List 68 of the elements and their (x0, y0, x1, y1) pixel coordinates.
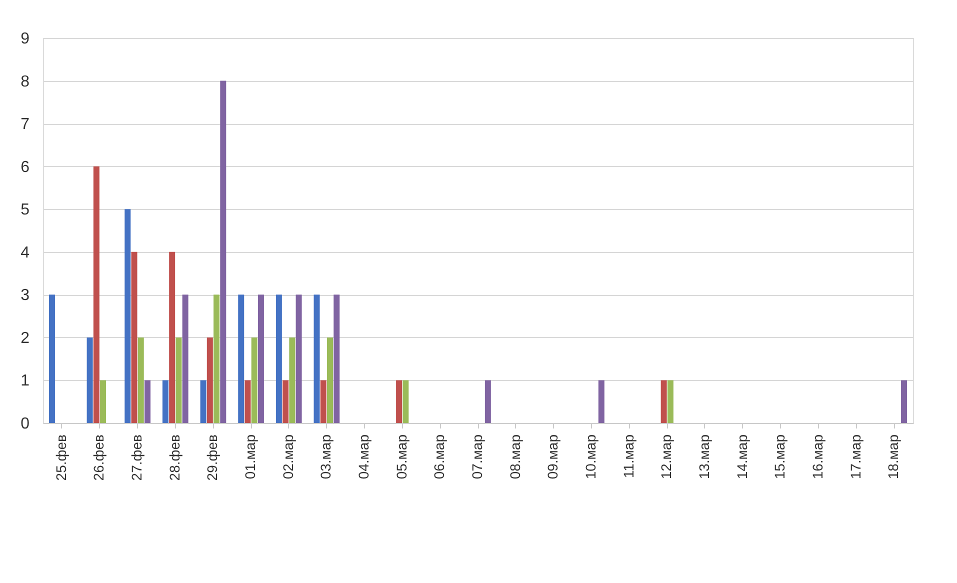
x-tick-label: 12.мар (658, 434, 674, 480)
bar (667, 380, 674, 423)
bar (93, 166, 100, 423)
y-tick-label: 9 (20, 30, 30, 48)
bar (334, 294, 340, 423)
x-tick-label: 03.мар (318, 434, 334, 480)
bar (598, 380, 604, 423)
x-tick-label: 27.фев (128, 434, 145, 481)
y-tick-label: 3 (20, 287, 30, 304)
bar (200, 380, 206, 423)
x-tick-label: 29.фев (204, 434, 220, 481)
bar (327, 337, 334, 423)
bar (251, 337, 258, 423)
x-tick-label: 09.мар (544, 434, 561, 480)
x-tick-label: 17.мар (847, 434, 864, 480)
bar (282, 380, 289, 423)
bar (314, 294, 320, 423)
bar (176, 337, 182, 423)
x-tick-label: 07.мар (469, 434, 485, 480)
bar (296, 294, 302, 423)
y-tick-label: 2 (20, 330, 30, 347)
x-tick-label: 15.мар (772, 434, 788, 480)
x-tick-label: 06.мар (431, 434, 448, 480)
bar (320, 380, 326, 423)
bar (244, 380, 251, 423)
bar (86, 337, 93, 423)
y-tick-label: 5 (20, 202, 30, 219)
x-tick-label: 11.мар (620, 434, 636, 478)
bar (214, 294, 220, 423)
bar (396, 380, 402, 423)
bar (660, 380, 667, 423)
y-tick-label: 7 (20, 116, 30, 134)
y-tick-label: 1 (20, 372, 30, 390)
bar (402, 380, 409, 423)
bar (144, 380, 150, 423)
x-tick-label: 08.мар (506, 434, 523, 480)
bar (276, 294, 282, 423)
y-tick-label: 4 (20, 244, 30, 262)
bar (131, 252, 138, 423)
bar (48, 294, 55, 423)
bar (901, 380, 908, 423)
bar (182, 294, 188, 423)
bar (289, 337, 296, 423)
bar (100, 380, 106, 423)
x-tick-label: 28.фев (166, 434, 182, 481)
x-tick-label: 05.мар (393, 434, 410, 480)
bar (238, 294, 244, 423)
y-tick-label: 0 (20, 416, 30, 432)
x-tick-label: 02.мар (280, 434, 296, 480)
bar (162, 380, 168, 423)
x-tick-label: 10.мар (582, 434, 598, 480)
x-tick-label: 01.мар (242, 434, 258, 480)
x-tick-label: 18.мар (885, 434, 902, 480)
bar (258, 294, 264, 423)
bar (484, 380, 491, 423)
bar (220, 80, 226, 423)
x-tick-label: 14.мар (734, 434, 750, 480)
x-tick-label: 26.фев (90, 434, 107, 481)
x-tick-label: 25.фев (52, 434, 69, 481)
x-tick-label: 04.мар (356, 434, 372, 480)
x-tick-label: 13.мар (696, 434, 712, 480)
bar (169, 252, 176, 423)
bar (138, 337, 144, 423)
y-tick-label: 8 (20, 73, 30, 90)
bar (124, 209, 131, 423)
bar (206, 337, 213, 423)
y-tick-label: 6 (20, 158, 30, 176)
x-tick-label: 16.мар (809, 434, 826, 480)
